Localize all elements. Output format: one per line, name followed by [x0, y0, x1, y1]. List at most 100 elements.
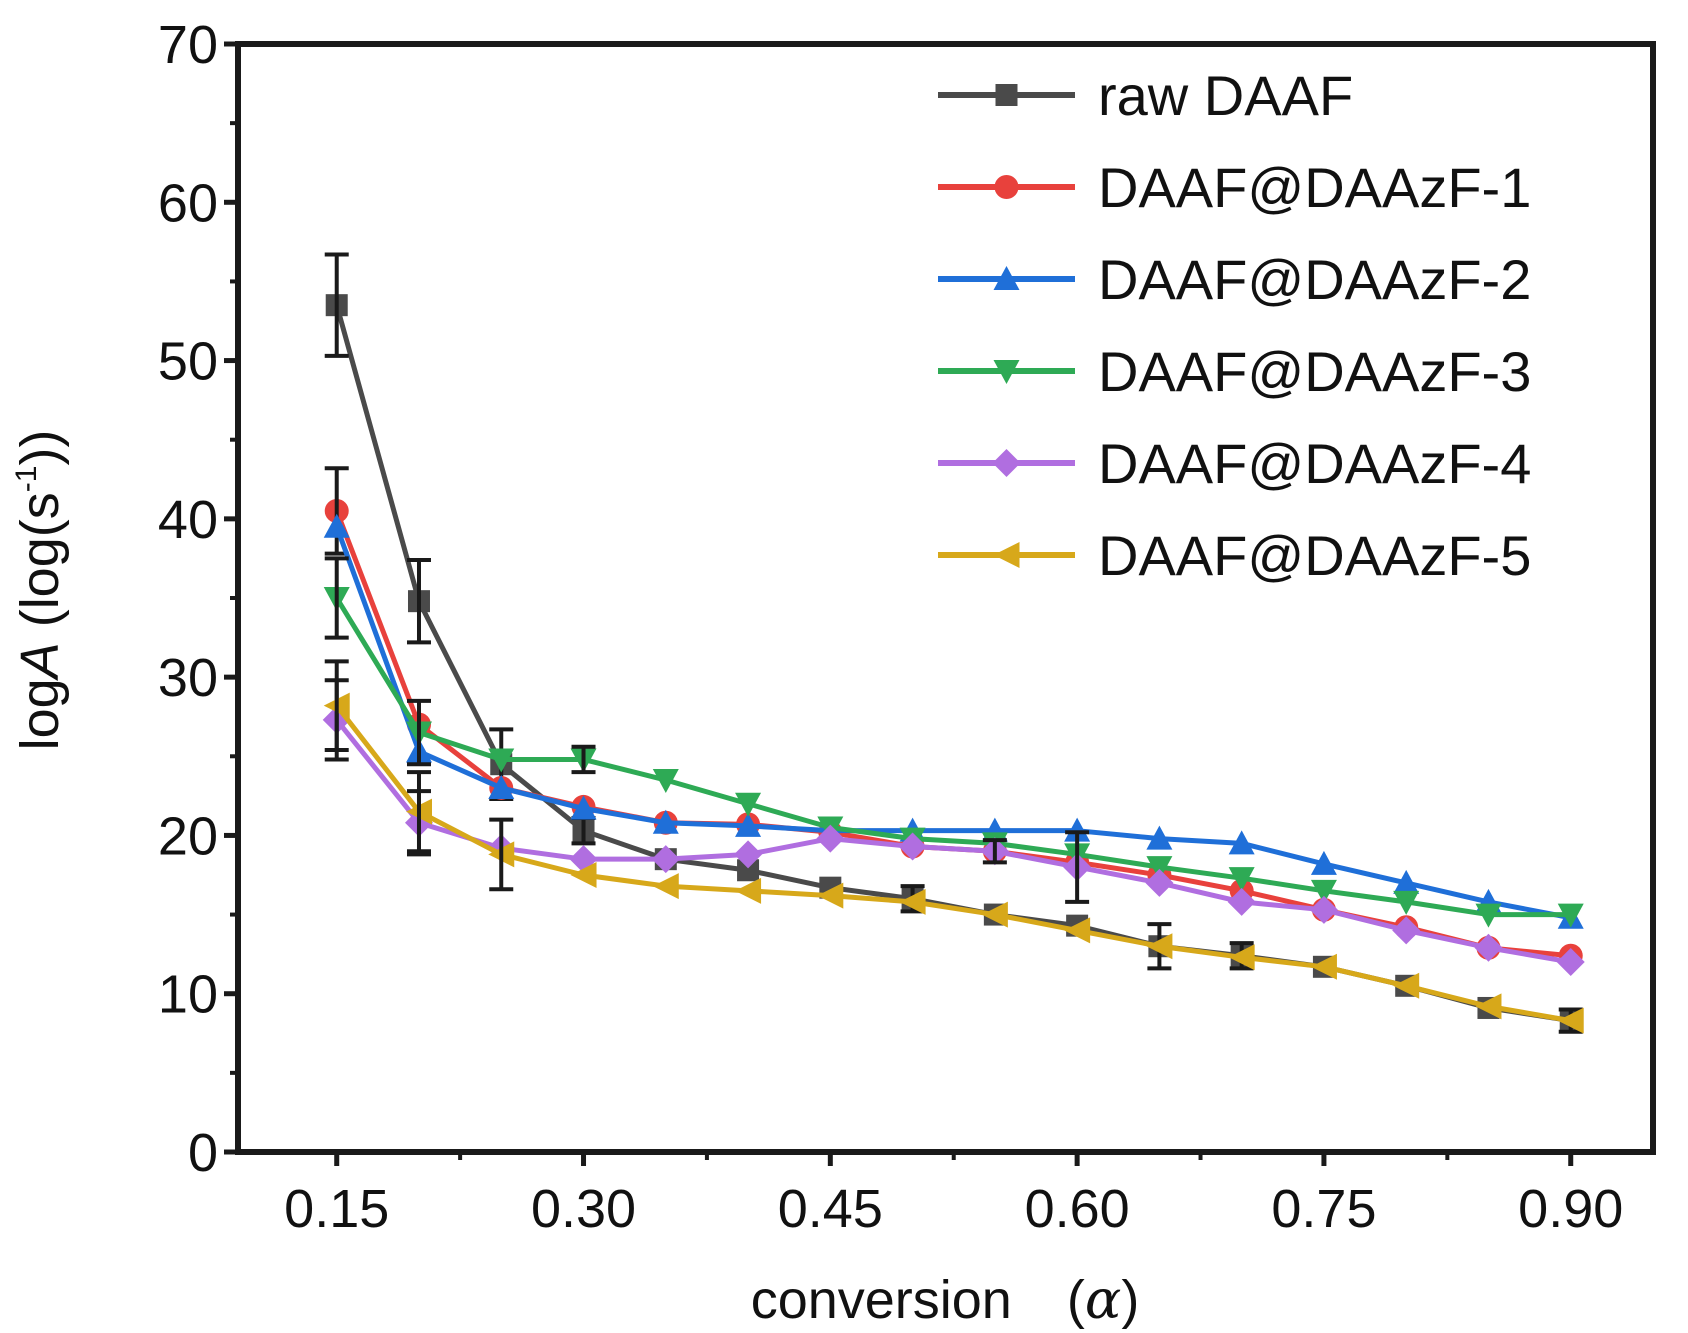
legend: raw DAAF DAAF@DAAzF-1 DAAF@DAAzF-2 DAAF@DAA…	[938, 64, 1531, 587]
error-bar	[406, 698, 431, 767]
data-point	[1309, 895, 1338, 924]
x-axis-title-text: conversion	[751, 1270, 1012, 1330]
legend-entry: DAAF@DAAzF-2	[938, 248, 1531, 311]
legend-entry: DAAF@DAAzF-4	[938, 432, 1531, 495]
data-point	[1064, 817, 1091, 842]
data-point	[1474, 933, 1503, 962]
error-bar	[571, 744, 596, 775]
series-line	[334, 525, 1572, 921]
data-point	[488, 774, 515, 799]
data-point	[735, 792, 762, 817]
y-tick-label: 0	[188, 1123, 218, 1183]
data-point	[1146, 856, 1173, 881]
data-point	[1310, 953, 1337, 980]
x-axis-title-symbol: α	[1085, 1268, 1121, 1331]
legend-label: DAAF@DAAzF-3	[1098, 340, 1531, 403]
data-point	[1475, 903, 1502, 928]
error-bar	[489, 817, 514, 892]
error-bar	[324, 252, 349, 358]
data-point	[652, 809, 679, 834]
legend-label: raw DAAF	[1098, 64, 1353, 127]
legend-swatch-marker	[993, 542, 1020, 568]
x-axis-title-close-paren: )	[1121, 1270, 1139, 1330]
series-layer	[322, 252, 1585, 1034]
error-bar	[324, 659, 349, 752]
series-5	[322, 678, 1585, 977]
y-tick-label: 70	[158, 15, 218, 75]
data-point	[898, 832, 927, 861]
legend-swatch-marker	[994, 175, 1019, 199]
data-point	[734, 840, 763, 869]
series-line	[334, 304, 1572, 1024]
x-axis: 0.15 0.30 0.45 0.60 0.75 0.90	[284, 1152, 1623, 1239]
series-line	[334, 704, 1572, 1024]
legend-label: DAAF@DAAzF-1	[1098, 156, 1531, 219]
data-point	[570, 862, 597, 888]
data-point	[735, 877, 762, 904]
legend-entry: DAAF@DAAzF-5	[938, 524, 1531, 587]
x-tick-label: 0.30	[531, 1179, 636, 1239]
x-tick-label: 0.90	[1518, 1179, 1623, 1239]
x-axis-title-open-paren: (	[1067, 1270, 1085, 1330]
data-point	[652, 873, 679, 900]
data-point	[1310, 879, 1337, 904]
y-axis-title-unit-open: (log(s	[10, 492, 70, 642]
data-point	[1146, 825, 1173, 850]
data-point	[737, 859, 760, 882]
y-tick-label: 10	[158, 965, 218, 1025]
data-point	[1228, 944, 1255, 971]
series-4	[323, 556, 1584, 928]
x-tick-label: 0.60	[1025, 1179, 1130, 1239]
data-point	[651, 845, 680, 874]
data-point	[1228, 867, 1255, 892]
data-point	[1393, 972, 1420, 999]
legend-swatch-marker	[995, 84, 1018, 106]
y-axis-title: logA (log(s-1))	[10, 430, 70, 751]
legend-entry: raw DAAF	[938, 64, 1353, 127]
data-point	[1557, 903, 1584, 928]
error-bar	[982, 838, 1007, 865]
y-axis-title-italic: A	[10, 642, 70, 681]
data-point	[899, 888, 926, 915]
data-point	[652, 769, 679, 794]
legend-entry: DAAF@DAAzF-1	[938, 156, 1531, 219]
legend-swatch-marker	[993, 360, 1020, 384]
y-axis: 0 10 20 30 40 50 60 70	[158, 15, 238, 1183]
legend-swatch-marker	[992, 449, 1021, 477]
error-bar	[406, 558, 431, 645]
data-point	[1310, 850, 1337, 875]
y-tick-label: 50	[158, 332, 218, 392]
legend-entry: DAAF@DAAzF-3	[938, 340, 1531, 403]
data-point	[1392, 916, 1421, 945]
data-point	[1556, 948, 1585, 977]
data-point	[1064, 917, 1091, 944]
series-line	[334, 718, 1572, 965]
data-point	[1393, 890, 1420, 915]
y-tick-label: 30	[158, 648, 218, 708]
x-tick-label: 0.15	[284, 1179, 389, 1239]
y-tick-label: 20	[158, 806, 218, 866]
x-tick-label: 0.75	[1271, 1179, 1376, 1239]
legend-swatch-marker	[993, 266, 1020, 290]
y-tick-label: 60	[158, 173, 218, 233]
y-axis-title-unit-close: ))	[10, 430, 70, 466]
data-point	[1228, 830, 1255, 855]
data-point	[1475, 993, 1502, 1020]
data-point	[1145, 868, 1174, 897]
series-line	[334, 596, 1571, 918]
data-point	[1557, 1007, 1584, 1034]
error-bar	[1065, 830, 1090, 904]
y-axis-title-unit-sup: -1	[10, 466, 43, 493]
data-point	[1227, 887, 1256, 916]
y-axis-title-prefix: log	[10, 678, 70, 750]
data-point	[570, 795, 597, 820]
data-point	[323, 513, 350, 538]
series-6	[323, 659, 1584, 1034]
legend-label: DAAF@DAAzF-5	[1098, 524, 1531, 587]
data-point	[817, 882, 844, 909]
error-bar	[406, 770, 431, 854]
legend-label: DAAF@DAAzF-4	[1098, 432, 1531, 495]
data-point	[1393, 869, 1420, 894]
data-point	[488, 748, 515, 773]
x-axis-title: conversion (α)	[751, 1268, 1140, 1331]
